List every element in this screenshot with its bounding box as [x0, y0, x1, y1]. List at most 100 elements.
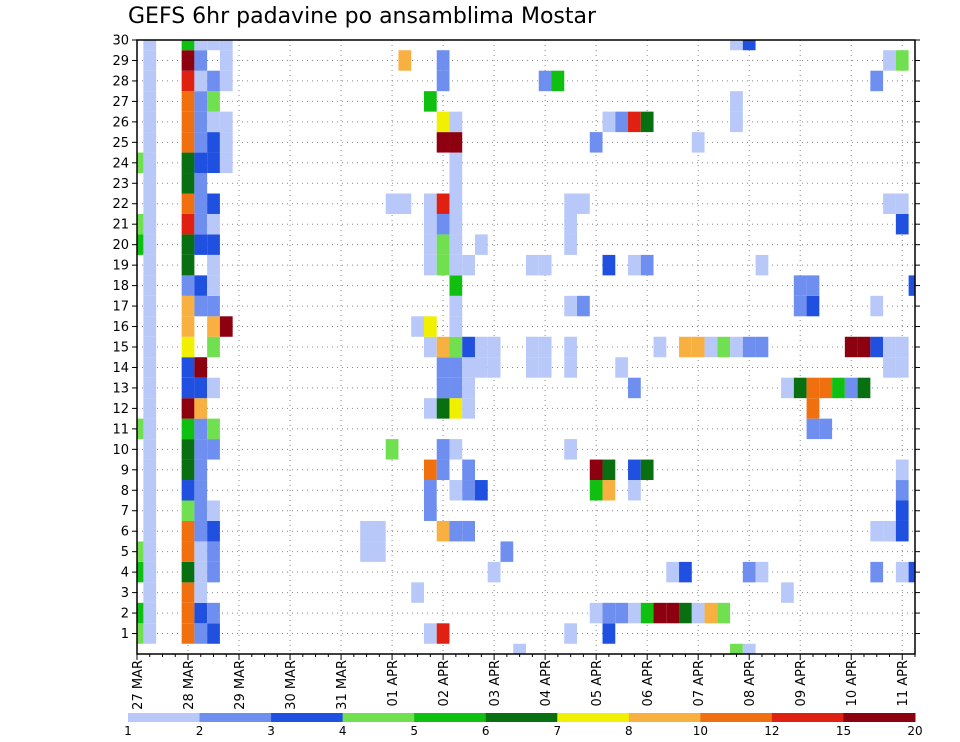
heatmap-cell [143, 213, 157, 235]
heatmap-cell [137, 213, 144, 235]
heatmap-cell [143, 152, 157, 174]
legend-swatch [199, 713, 272, 722]
heatmap-cell [194, 459, 208, 481]
heatmap-cell [449, 316, 463, 337]
heatmap-cell [181, 193, 195, 214]
y-tick-label: 6 [121, 525, 129, 540]
heatmap-cell [194, 357, 208, 378]
heatmap-cell [883, 357, 896, 378]
heatmap-cell [857, 336, 871, 358]
heatmap-cell [143, 582, 157, 603]
y-tick-label: 30 [112, 34, 129, 49]
heatmap-cell [207, 561, 220, 583]
heatmap-cell [908, 561, 915, 583]
heatmap-cell [207, 500, 220, 521]
heatmap-cell [653, 602, 667, 624]
y-tick-label: 1 [121, 627, 129, 642]
legend-label: 5 [410, 724, 418, 738]
y-tick-label: 21 [112, 218, 129, 233]
heatmap-cell [436, 234, 450, 255]
legend-label: 8 [625, 724, 633, 738]
y-tick-label: 18 [112, 279, 129, 294]
heatmap-cell [755, 254, 769, 276]
heatmap-cell [436, 111, 450, 133]
heatmap-cell [372, 520, 386, 542]
heatmap-cell [895, 213, 909, 235]
heatmap-cell [181, 111, 195, 133]
heatmap-cell [194, 480, 208, 501]
y-tick-label: 17 [112, 300, 129, 315]
heatmap-cell [742, 336, 756, 358]
y-tick-label: 13 [112, 381, 129, 396]
x-tick-label: 09 APR [794, 660, 809, 706]
x-tick-label: 29 MAR [233, 660, 248, 710]
legend-swatch [628, 713, 701, 722]
heatmap-cell [207, 520, 220, 542]
y-tick-label: 29 [112, 54, 129, 69]
heatmap-cell [181, 357, 195, 378]
heatmap-cell [781, 582, 794, 603]
heatmap-cell [895, 336, 909, 358]
heatmap-cell [730, 40, 743, 51]
heatmap-cell [628, 377, 641, 399]
heatmap-cell [423, 316, 437, 337]
heatmap-cell [640, 459, 654, 481]
heatmap-cell [474, 234, 488, 255]
heatmap-cell [398, 193, 412, 214]
heatmap-cell [895, 500, 909, 521]
heatmap-cell [449, 213, 463, 235]
legend-label: 15 [836, 724, 851, 738]
heatmap-cell [513, 643, 526, 654]
heatmap-cell [870, 295, 884, 317]
heatmap-cell [730, 336, 743, 358]
heatmap-cell [602, 111, 616, 133]
heatmap-cell [423, 213, 437, 235]
heatmap-cell [436, 50, 450, 71]
x-tick-label: 31 MAR [335, 660, 350, 710]
heatmap-cell [423, 193, 437, 214]
y-tick-label: 5 [121, 545, 129, 560]
heatmap-cell [207, 439, 220, 460]
heatmap-cell [436, 254, 450, 276]
heatmap-cell [806, 398, 820, 419]
heatmap-cell [423, 336, 437, 358]
heatmap-cell [487, 357, 501, 378]
y-tick-label: 14 [112, 361, 129, 376]
heatmap-cell [449, 336, 463, 358]
heatmap-cell [207, 213, 220, 235]
heatmap-cell [640, 254, 654, 276]
y-tick-label: 9 [121, 463, 129, 478]
heatmap-cell [181, 213, 195, 235]
heatmap-cell [219, 152, 233, 174]
x-tick-label: 07 APR [692, 660, 707, 706]
heatmap-cell [137, 623, 144, 644]
heatmap-cell [679, 561, 692, 583]
heatmap-cell [449, 357, 463, 378]
heatmap-cell [194, 111, 208, 133]
heatmap-cell [628, 254, 641, 276]
x-tick-label: 10 APR [845, 660, 860, 706]
heatmap-cell [181, 234, 195, 255]
legend-swatch [271, 713, 344, 722]
heatmap-cell [423, 459, 437, 481]
heatmap-cell [832, 377, 845, 399]
heatmap-cell [423, 91, 437, 112]
heatmap-cell [207, 623, 220, 644]
heatmap-cell [819, 418, 833, 440]
heatmap-cell [449, 132, 463, 153]
heatmap-cell [742, 40, 756, 51]
heatmap-cell [194, 234, 208, 255]
heatmap-cell [691, 602, 705, 624]
legend-swatch [342, 713, 415, 722]
heatmap-cell [423, 480, 437, 501]
heatmap-cell [564, 357, 578, 378]
heatmap-cell [137, 234, 144, 255]
heatmap-cell [704, 602, 718, 624]
y-tick-label: 11 [112, 422, 129, 437]
heatmap-cell [564, 213, 578, 235]
heatmap-cell [194, 582, 208, 603]
heatmap-cell [194, 70, 208, 92]
y-tick-label: 22 [112, 197, 129, 212]
heatmap-cell [219, 316, 233, 337]
heatmap-cell [143, 254, 157, 276]
